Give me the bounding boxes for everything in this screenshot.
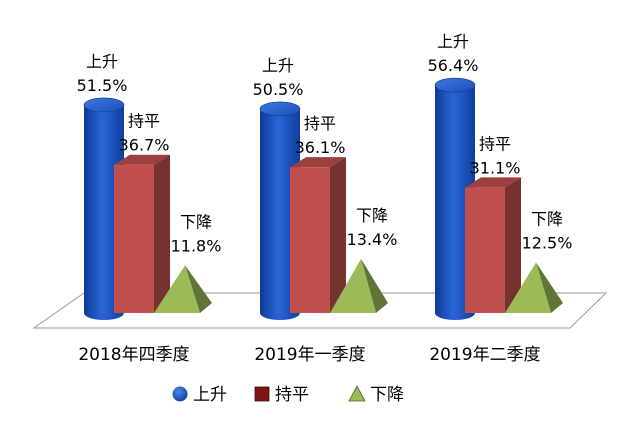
data-label-持平-1-value: 36.1% bbox=[295, 138, 346, 157]
bar-下降-1 bbox=[330, 258, 388, 313]
legend-label-下降: 下降 bbox=[370, 385, 404, 405]
category-label-2: 2019年二季度 bbox=[429, 345, 540, 365]
data-label-下降-1-series-name: 下降 bbox=[356, 206, 388, 225]
legend-swatch-下降 bbox=[348, 385, 366, 402]
legend-item-下降: 下降 bbox=[348, 385, 404, 405]
data-label-上升-0-series-name: 上升 bbox=[86, 52, 118, 71]
category-label-1: 2019年一季度 bbox=[254, 345, 365, 365]
data-label-下降-2-value: 12.5% bbox=[522, 234, 573, 253]
data-label-下降-2-series-name: 下降 bbox=[531, 210, 563, 229]
data-label-下降-0-series-name: 下降 bbox=[180, 212, 212, 231]
bar-下降-2 bbox=[505, 262, 563, 313]
data-label-上升-1-value: 50.5% bbox=[253, 80, 304, 99]
data-label-持平-0-series-name: 持平 bbox=[128, 112, 160, 131]
data-label-持平-1-series-name: 持平 bbox=[304, 114, 336, 133]
legend-swatch-持平 bbox=[254, 386, 270, 402]
category-axis: 2018年四季度 2019年一季度 2019年二季度 bbox=[78, 345, 540, 365]
chart-data-labels: 上升51.5%持平36.7%下降11.8%上升50.5%持平36.1%下降13.… bbox=[77, 32, 573, 255]
data-label-下降-1-value: 13.4% bbox=[347, 230, 398, 249]
legend: 上升 持平 下降 bbox=[172, 385, 404, 405]
legend-swatch-上升 bbox=[172, 386, 188, 402]
bar-下降-0 bbox=[154, 265, 212, 313]
legend-label-持平: 持平 bbox=[275, 385, 309, 405]
data-label-上升-0-value: 51.5% bbox=[77, 76, 128, 95]
data-label-上升-2-value: 56.4% bbox=[428, 56, 479, 75]
data-label-上升-1-series-name: 上升 bbox=[262, 56, 294, 75]
data-label-下降-0-value: 11.8% bbox=[171, 236, 222, 255]
chart-marks bbox=[83, 77, 563, 320]
legend-label-上升: 上升 bbox=[193, 385, 227, 405]
data-label-持平-2-series-name: 持平 bbox=[479, 134, 511, 153]
legend-item-上升: 上升 bbox=[172, 385, 227, 405]
bar-持平-1 bbox=[290, 157, 346, 313]
data-label-持平-0-value: 36.7% bbox=[119, 136, 170, 155]
bar-持平-0 bbox=[114, 154, 170, 313]
legend-item-持平: 持平 bbox=[254, 385, 309, 405]
bar-持平-2 bbox=[465, 177, 521, 313]
category-label-0: 2018年四季度 bbox=[78, 345, 189, 365]
data-label-持平-2-value: 31.1% bbox=[470, 158, 521, 177]
data-label-上升-2-series-name: 上升 bbox=[437, 32, 469, 51]
